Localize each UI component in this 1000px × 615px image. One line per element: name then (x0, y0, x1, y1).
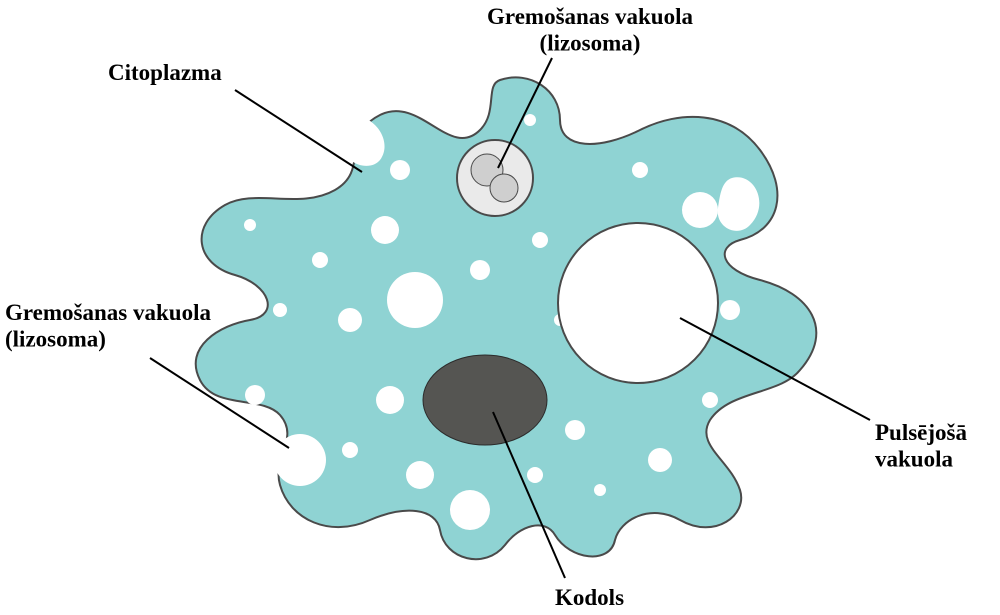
gremosanas-top-label: Gremošanas vakuola(lizosoma) (487, 4, 693, 55)
food-vacuole-left (274, 434, 326, 486)
amoeba-diagram: Citoplazma Gremošanas vakuola(lizosoma) Gr… (0, 0, 1000, 615)
pulsejosa-label: Pulsējošāvakuola (875, 420, 968, 471)
pulsating-vacuole (558, 223, 718, 383)
citoplazma-label: Citoplazma (108, 60, 222, 85)
food-vacuole-top (457, 140, 533, 216)
kodols-label: Kodols (555, 585, 624, 610)
gremosanas-left-label: Gremošanas vakuola(lizosoma) (5, 300, 211, 351)
nucleus (423, 355, 547, 445)
